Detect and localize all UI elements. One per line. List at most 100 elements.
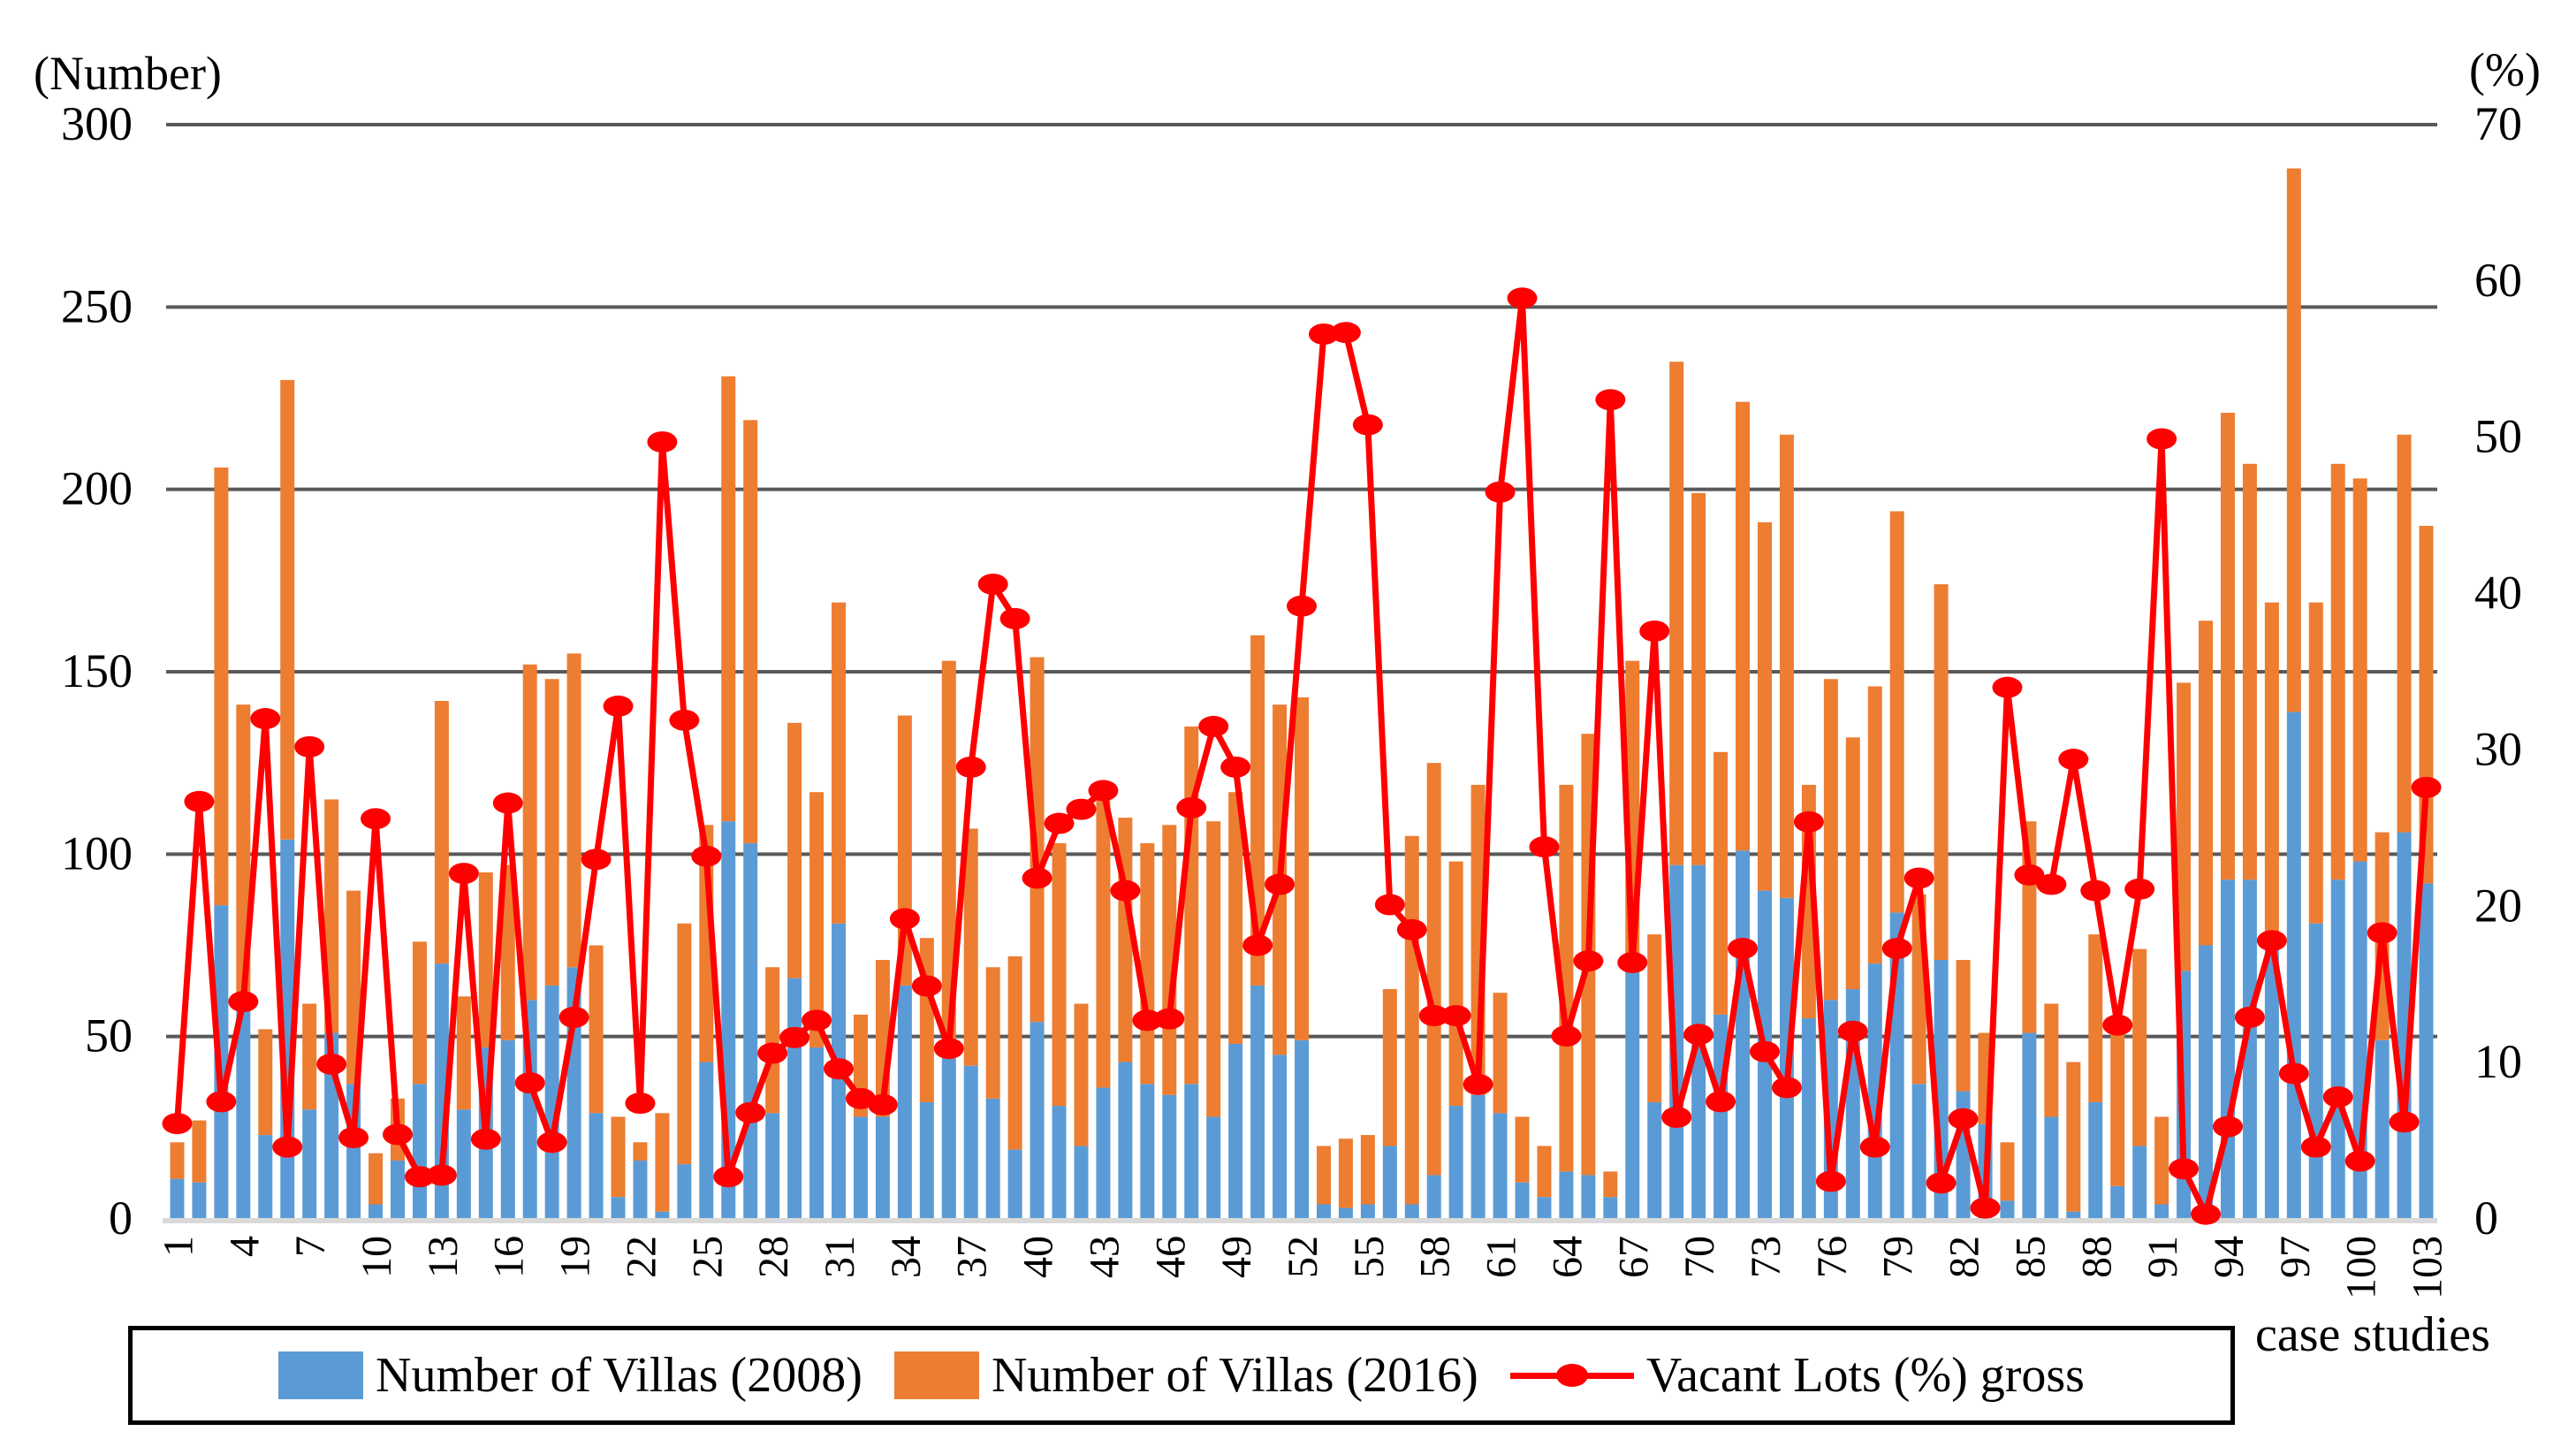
bar-villas-2008-case-29	[787, 978, 802, 1219]
x-axis-tick-55: 55	[1346, 1236, 1393, 1278]
bar-villas-2008-case-55	[1360, 1204, 1375, 1219]
bar-villas-2008-case-51	[1273, 1055, 1288, 1219]
vacant-lots-marker-case-26	[713, 1166, 744, 1188]
bar-villas-2016-case-81	[1934, 583, 1949, 961]
left-axis-tick-150: 150	[61, 644, 133, 697]
bar-villas-2008-case-97	[2286, 712, 2301, 1219]
vacant-lots-marker-case-2	[184, 790, 215, 812]
x-axis-tick-40: 40	[1015, 1236, 1062, 1278]
x-axis-tick-1: 1	[155, 1236, 201, 1257]
bar-villas-2016-case-96	[2264, 602, 2279, 946]
bar-villas-2008-case-62	[1515, 1182, 1530, 1219]
vacant-lots-marker-case-8	[316, 1053, 347, 1075]
vacant-lots-marker-case-59	[1440, 1005, 1471, 1027]
x-axis-tick-97: 97	[2272, 1236, 2319, 1278]
bar-villas-2016-case-94	[2220, 413, 2235, 880]
x-axis-tick-28: 28	[750, 1236, 797, 1278]
bar-villas-2016-case-74	[1779, 434, 1794, 898]
bar-villas-2008-case-39	[1007, 1149, 1022, 1219]
x-axis-tick-67: 67	[1610, 1236, 1657, 1278]
vacant-lots-marker-case-78	[1859, 1136, 1890, 1158]
bar-villas-2008-case-5	[258, 1135, 273, 1219]
vacant-lots-marker-case-17	[514, 1072, 545, 1094]
bar-villas-2016-case-87	[2066, 1062, 2081, 1212]
vacant-lots-marker-case-74	[1771, 1077, 1802, 1099]
vacant-lots-marker-case-42	[1066, 798, 1097, 820]
bar-villas-2008-case-48	[1206, 1116, 1221, 1219]
bar-villas-2008-case-57	[1404, 1204, 1419, 1219]
bar-villas-2016-case-3	[214, 467, 229, 906]
vacant-lots-marker-case-72	[1728, 938, 1759, 960]
vacant-lots-marker-case-84	[1992, 676, 2023, 698]
bar-villas-2008-case-43	[1096, 1087, 1111, 1219]
vacant-lots-marker-case-66	[1595, 389, 1626, 411]
x-axis-tick-94: 94	[2206, 1236, 2253, 1278]
bar-villas-2016-case-84	[2000, 1142, 2015, 1201]
vacant-lots-marker-case-46	[1154, 1008, 1185, 1030]
bar-villas-2016-case-78	[1867, 686, 1882, 964]
bar-villas-2016-case-10	[369, 1153, 384, 1205]
bar-villas-2008-case-45	[1140, 1084, 1155, 1219]
vacant-lots-marker-case-103	[2411, 776, 2442, 798]
vacant-lots-marker-case-88	[2080, 879, 2111, 902]
legend-label: Vacant Lots (%) gross	[1645, 1348, 2085, 1403]
bar-villas-2016-case-28	[765, 967, 780, 1114]
vacant-lots-marker-case-45	[1132, 1009, 1163, 1032]
vacant-lots-marker-case-79	[1881, 938, 1912, 960]
vacant-lots-marker-case-68	[1639, 621, 1670, 643]
vacant-lots-marker-case-22	[625, 1093, 656, 1115]
bar-villas-2016-case-92	[2177, 682, 2192, 971]
legend-item-vacant-lots: Vacant Lots (%) gross	[1509, 1347, 2085, 1404]
bar-villas-2016-case-68	[1647, 934, 1662, 1102]
vacant-lots-marker-case-27	[735, 1101, 766, 1123]
bar-villas-2016-case-37	[963, 828, 978, 1066]
bar-villas-2016-case-77	[1845, 737, 1860, 990]
right-axis-title: (%)	[2469, 43, 2541, 96]
x-axis-tick-46: 46	[1147, 1236, 1194, 1278]
x-axis-tick-4: 4	[221, 1236, 268, 1257]
right-axis-tick-50: 50	[2474, 410, 2522, 463]
vacant-lots-marker-case-31	[824, 1058, 855, 1080]
legend-item-villas-2016: Number of Villas (2016)	[893, 1347, 1478, 1404]
bar-villas-2016-case-20	[589, 945, 604, 1114]
bar-villas-2008-case-46	[1162, 1094, 1177, 1219]
bar-villas-2008-case-103	[2419, 883, 2434, 1219]
bar-villas-2016-case-82	[1956, 960, 1971, 1092]
vacant-lots-marker-case-53	[1308, 323, 1339, 345]
x-axis-tick-43: 43	[1081, 1236, 1128, 1278]
bar-villas-2016-case-26	[721, 376, 736, 822]
bar-villas-2016-case-73	[1757, 522, 1772, 891]
vacant-lots-marker-case-73	[1749, 1040, 1780, 1062]
x-axis-tick-16: 16	[486, 1236, 533, 1278]
bar-villas-2008-case-93	[2199, 945, 2214, 1219]
bar-villas-2008-case-49	[1228, 1043, 1243, 1219]
x-axis-tick-79: 79	[1875, 1236, 1922, 1278]
bar-villas-2008-case-96	[2264, 945, 2279, 1219]
x-axis-tick-25: 25	[684, 1236, 731, 1278]
bar-villas-2008-case-40	[1030, 1022, 1045, 1219]
vacant-lots-marker-case-75	[1793, 811, 1824, 833]
legend-label: Number of Villas (2008)	[376, 1348, 862, 1403]
vacant-lots-marker-case-25	[691, 845, 722, 867]
bar-villas-2008-case-75	[1801, 1018, 1816, 1219]
left-axis-title: (Number)	[34, 47, 222, 100]
vacant-lots-marker-case-91	[2147, 428, 2177, 450]
vacant-lots-marker-case-3	[206, 1091, 237, 1113]
bar-villas-2016-case-24	[677, 923, 692, 1165]
vacant-lots-marker-case-62	[1507, 287, 1538, 309]
vacant-lots-marker-case-77	[1837, 1020, 1868, 1042]
bar-villas-2008-case-67	[1625, 963, 1640, 1219]
vacant-lots-marker-case-7	[294, 735, 325, 758]
bar-villas-2008-case-71	[1714, 1014, 1729, 1219]
bar-villas-2016-case-91	[2154, 1116, 2169, 1205]
bar-villas-2008-case-35	[919, 1101, 934, 1219]
x-axis-tick-82: 82	[1941, 1236, 1988, 1278]
bar-villas-2008-case-24	[677, 1164, 692, 1219]
vacant-lots-marker-case-101	[2367, 922, 2397, 944]
bar-villas-2008-case-28	[765, 1113, 780, 1219]
legend: Number of Villas (2008) Number of Villas…	[128, 1326, 2235, 1425]
bar-villas-2008-case-22	[633, 1160, 648, 1219]
x-axis-tick-76: 76	[1809, 1236, 1856, 1278]
bar-villas-2016-case-16	[500, 864, 515, 1040]
